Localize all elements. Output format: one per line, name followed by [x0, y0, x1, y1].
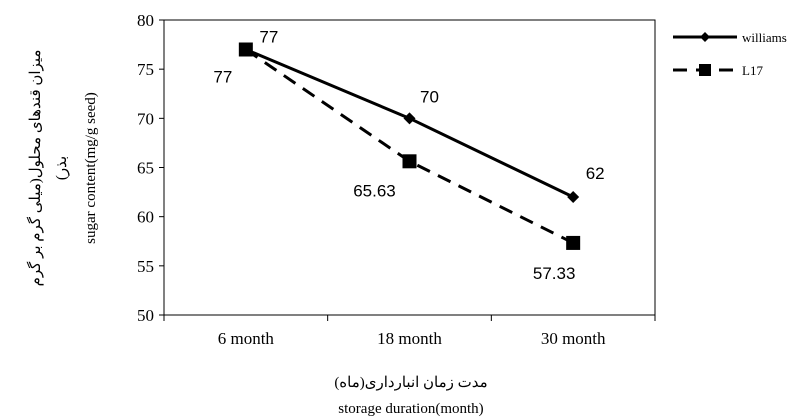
- x-axis-title-en: storage duration(month): [338, 401, 483, 417]
- data-label-l17: 57.33: [533, 264, 576, 283]
- y-tick-label: 75: [137, 60, 154, 79]
- data-label-williams: 70: [420, 87, 439, 106]
- y-axis-ticks: 50 55 60 65 70 75 80: [137, 11, 164, 325]
- legend-marker: [700, 32, 710, 42]
- legend-marker: [699, 64, 711, 76]
- data-label-l17: 77: [213, 68, 232, 87]
- series-layer: [238, 42, 581, 250]
- y-axis-title-en: sugar content(mg/g seed): [83, 92, 99, 244]
- legend-label-l17: L17: [742, 63, 763, 78]
- plot-area: 50 55 60 65 70 75 80 6 month 18 month 30 month 7…: [137, 11, 656, 348]
- legend: williams L17: [673, 30, 787, 78]
- data-point-l17: [402, 154, 417, 169]
- y-axis-title-fa-line2: بذر): [54, 156, 70, 180]
- x-tick-label: 18 month: [377, 329, 442, 348]
- y-tick-label: 50: [137, 306, 154, 325]
- x-axis-ticks: 6 month 18 month 30 month: [163, 315, 656, 348]
- data-label-layer: 77 70 62 77 65.63 57.33: [213, 28, 604, 283]
- x-axis-title-fa: مدت زمان انبارداری(ماه): [334, 375, 487, 391]
- data-point-williams: [567, 191, 580, 203]
- legend-label-williams: williams: [742, 30, 787, 45]
- data-point-williams: [403, 112, 416, 125]
- y-tick-label: 55: [137, 257, 154, 276]
- data-label-williams: 77: [259, 28, 278, 47]
- data-point-l17: [566, 235, 581, 250]
- data-label-l17: 65.63: [353, 181, 396, 200]
- y-tick-label: 70: [137, 109, 154, 128]
- y-tick-label: 80: [137, 11, 154, 30]
- data-point-l17: [238, 42, 253, 57]
- x-tick-label: 30 month: [541, 329, 606, 348]
- y-axis-title-fa-line1: میزان قندهای محلول(میلی گرم بر گرم: [26, 50, 44, 287]
- x-tick-label: 6 month: [218, 329, 275, 348]
- data-label-williams: 62: [586, 164, 605, 183]
- y-tick-label: 60: [137, 208, 154, 227]
- y-tick-label: 65: [137, 159, 154, 178]
- series-line-l17: [244, 48, 574, 245]
